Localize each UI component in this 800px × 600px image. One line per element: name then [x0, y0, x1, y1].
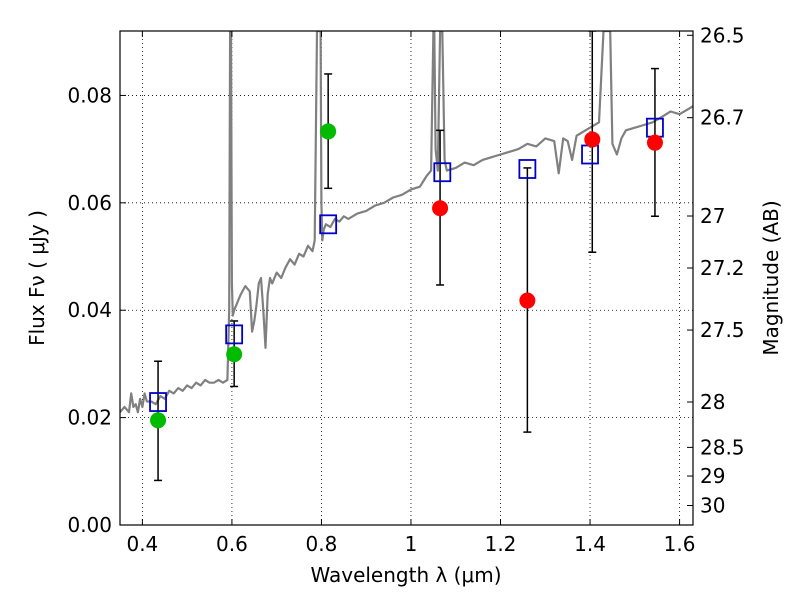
y2-tick-label: 28.5: [700, 435, 745, 459]
y-tick-label: 0.04: [67, 298, 112, 322]
y2-tick-label: 27.2: [700, 256, 745, 280]
tick-layer: 0.4 0.6 0.8 1 1.2 1.4 1.6 0.00 0.02 0.04 0.06 0.08 2…: [67, 23, 744, 556]
flux-point: [320, 123, 337, 140]
y-tick-label: 0.02: [67, 406, 112, 430]
spectrum-line: [120, 31, 693, 414]
flux-point: [226, 346, 243, 363]
x-tick-label: 0.6: [216, 532, 248, 556]
x-tick-label: 1.6: [664, 532, 696, 556]
model-square-layer: [149, 117, 664, 412]
model-band-square: [433, 162, 452, 183]
x-tick-label: 0.4: [126, 532, 158, 556]
model-band-square: [225, 324, 244, 345]
x-tick-label: 1: [405, 532, 418, 556]
y2-tick-label: 27: [700, 204, 725, 228]
y-tick-label: 0.08: [67, 83, 112, 107]
data-point-layer: [150, 123, 663, 429]
flux-point: [646, 134, 663, 151]
y2-tick-label: 26.7: [700, 106, 745, 130]
y-tick-label: 0.00: [67, 513, 112, 537]
y2-tick-label: 26.5: [700, 23, 745, 47]
flux-point: [519, 292, 536, 309]
y2-tick-label: 28: [700, 390, 725, 414]
y-axis-title: Flux Fν ( μJy ): [25, 210, 49, 346]
flux-point: [150, 412, 167, 429]
x-tick-label: 0.8: [306, 532, 338, 556]
y-tick-label: 0.06: [67, 191, 112, 215]
x-axis-title: Wavelength λ (μm): [310, 563, 501, 587]
grid: [120, 31, 693, 525]
model-band-square: [149, 392, 167, 412]
y2-tick-label: 29: [700, 464, 725, 488]
x-tick-label: 1.4: [574, 532, 606, 556]
model-band-square: [319, 214, 338, 235]
y2-tick-label: 27.5: [700, 318, 745, 342]
model-band-square: [581, 144, 599, 165]
flux-point: [432, 200, 449, 217]
x-tick-label: 1.2: [485, 532, 517, 556]
flux-point: [584, 131, 601, 148]
y2-axis-title: Magnitude (AB): [759, 200, 783, 355]
spectrum-layer: [120, 31, 693, 414]
plot-frame: [119, 30, 694, 526]
y2-tick-label: 30: [700, 494, 725, 518]
model-band-square: [518, 159, 537, 179]
